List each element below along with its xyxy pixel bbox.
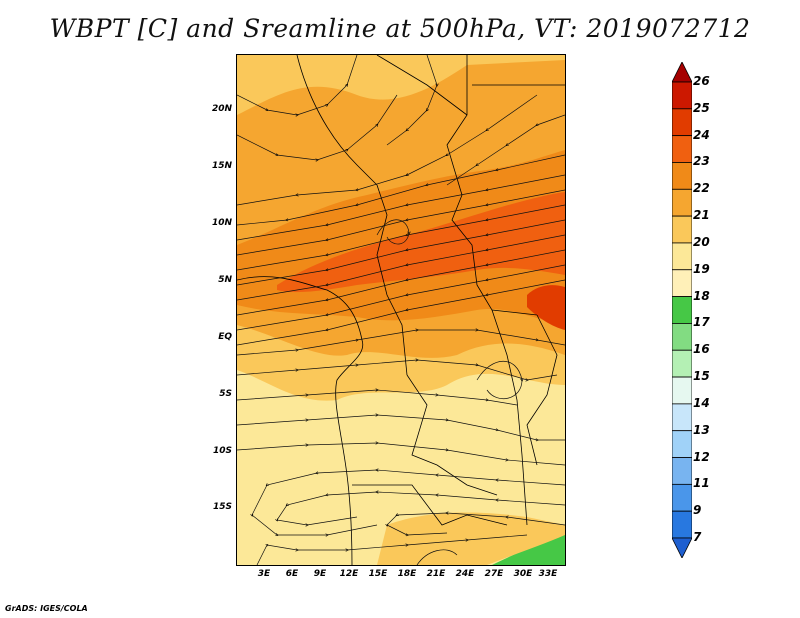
colorbar-box (672, 162, 692, 190)
lat-label: 5N (218, 275, 232, 285)
colorbar-label: 21 (693, 208, 710, 223)
colorbar-box (672, 108, 692, 137)
colorbar-label: 13 (693, 422, 710, 437)
lon-label: 30E (513, 569, 533, 579)
colorbar (672, 62, 692, 558)
chart-title: WBPT [C] and Sreamline at 500hPa, VT: 20… (49, 14, 751, 43)
lon-label: 33E (538, 569, 558, 579)
colorbar-box (672, 510, 692, 539)
lon-label: 18E (397, 569, 417, 579)
colorbar-box (672, 457, 692, 485)
lat-label: 15N (211, 161, 232, 171)
colorbar-label: 7 (693, 530, 702, 544)
colorbar-label: 26 (693, 74, 710, 88)
lat-label: 15S (212, 502, 232, 512)
colorbar-label: 12 (693, 449, 710, 464)
colorbar-box (672, 323, 692, 351)
colorbar-box (672, 215, 692, 244)
credit-label: GrADS: IGES/COLA (5, 604, 88, 613)
colorbar-box (672, 403, 692, 432)
colorbar-label: 22 (693, 181, 710, 196)
colorbar-label: 20 (693, 234, 710, 249)
lon-label: 12E (339, 569, 359, 579)
colorbar-box (672, 242, 692, 271)
colorbar-label: 18 (693, 288, 710, 303)
lat-label: 10N (211, 218, 232, 228)
colorbar-box (672, 483, 692, 512)
lon-label: 3E (257, 569, 271, 579)
colorbar-bottom-arrow (672, 537, 692, 558)
lon-label: 27E (484, 569, 504, 579)
colorbar-label: 17 (693, 315, 710, 330)
lon-label: 15E (368, 569, 388, 579)
band-23-east (527, 285, 565, 330)
colorbar-box (672, 269, 692, 297)
colorbar-label: 14 (693, 395, 710, 410)
colorbar-label: 25 (693, 100, 710, 115)
lon-label: 6E (285, 569, 299, 579)
map-panel (236, 54, 566, 566)
colorbar-label: 11 (693, 476, 710, 491)
colorbar-box (672, 135, 692, 163)
colorbar-box (672, 81, 692, 110)
streamlines (237, 55, 565, 565)
lon-label: 9E (313, 569, 327, 579)
colorbar-top-arrow (672, 62, 692, 83)
lat-label: EQ (218, 332, 232, 342)
wbpt-field (237, 55, 565, 565)
colorbar-box (672, 376, 692, 405)
colorbar-box (672, 188, 692, 217)
colorbar-label: 24 (693, 127, 710, 142)
colorbar-box (672, 349, 692, 378)
lat-label: 5S (219, 389, 232, 399)
colorbar-label: 16 (693, 342, 710, 357)
colorbar-box (672, 296, 692, 324)
lat-label: 20N (211, 104, 232, 114)
colorbar-box (672, 430, 692, 458)
colorbar-label: 9 (693, 503, 702, 518)
lon-label: 21E (426, 569, 446, 579)
colorbar-label: 23 (693, 154, 710, 169)
colorbar-label: 19 (693, 261, 710, 276)
lat-label: 10S (212, 446, 232, 456)
colorbar-label: 15 (693, 369, 710, 384)
lon-label: 24E (455, 569, 475, 579)
